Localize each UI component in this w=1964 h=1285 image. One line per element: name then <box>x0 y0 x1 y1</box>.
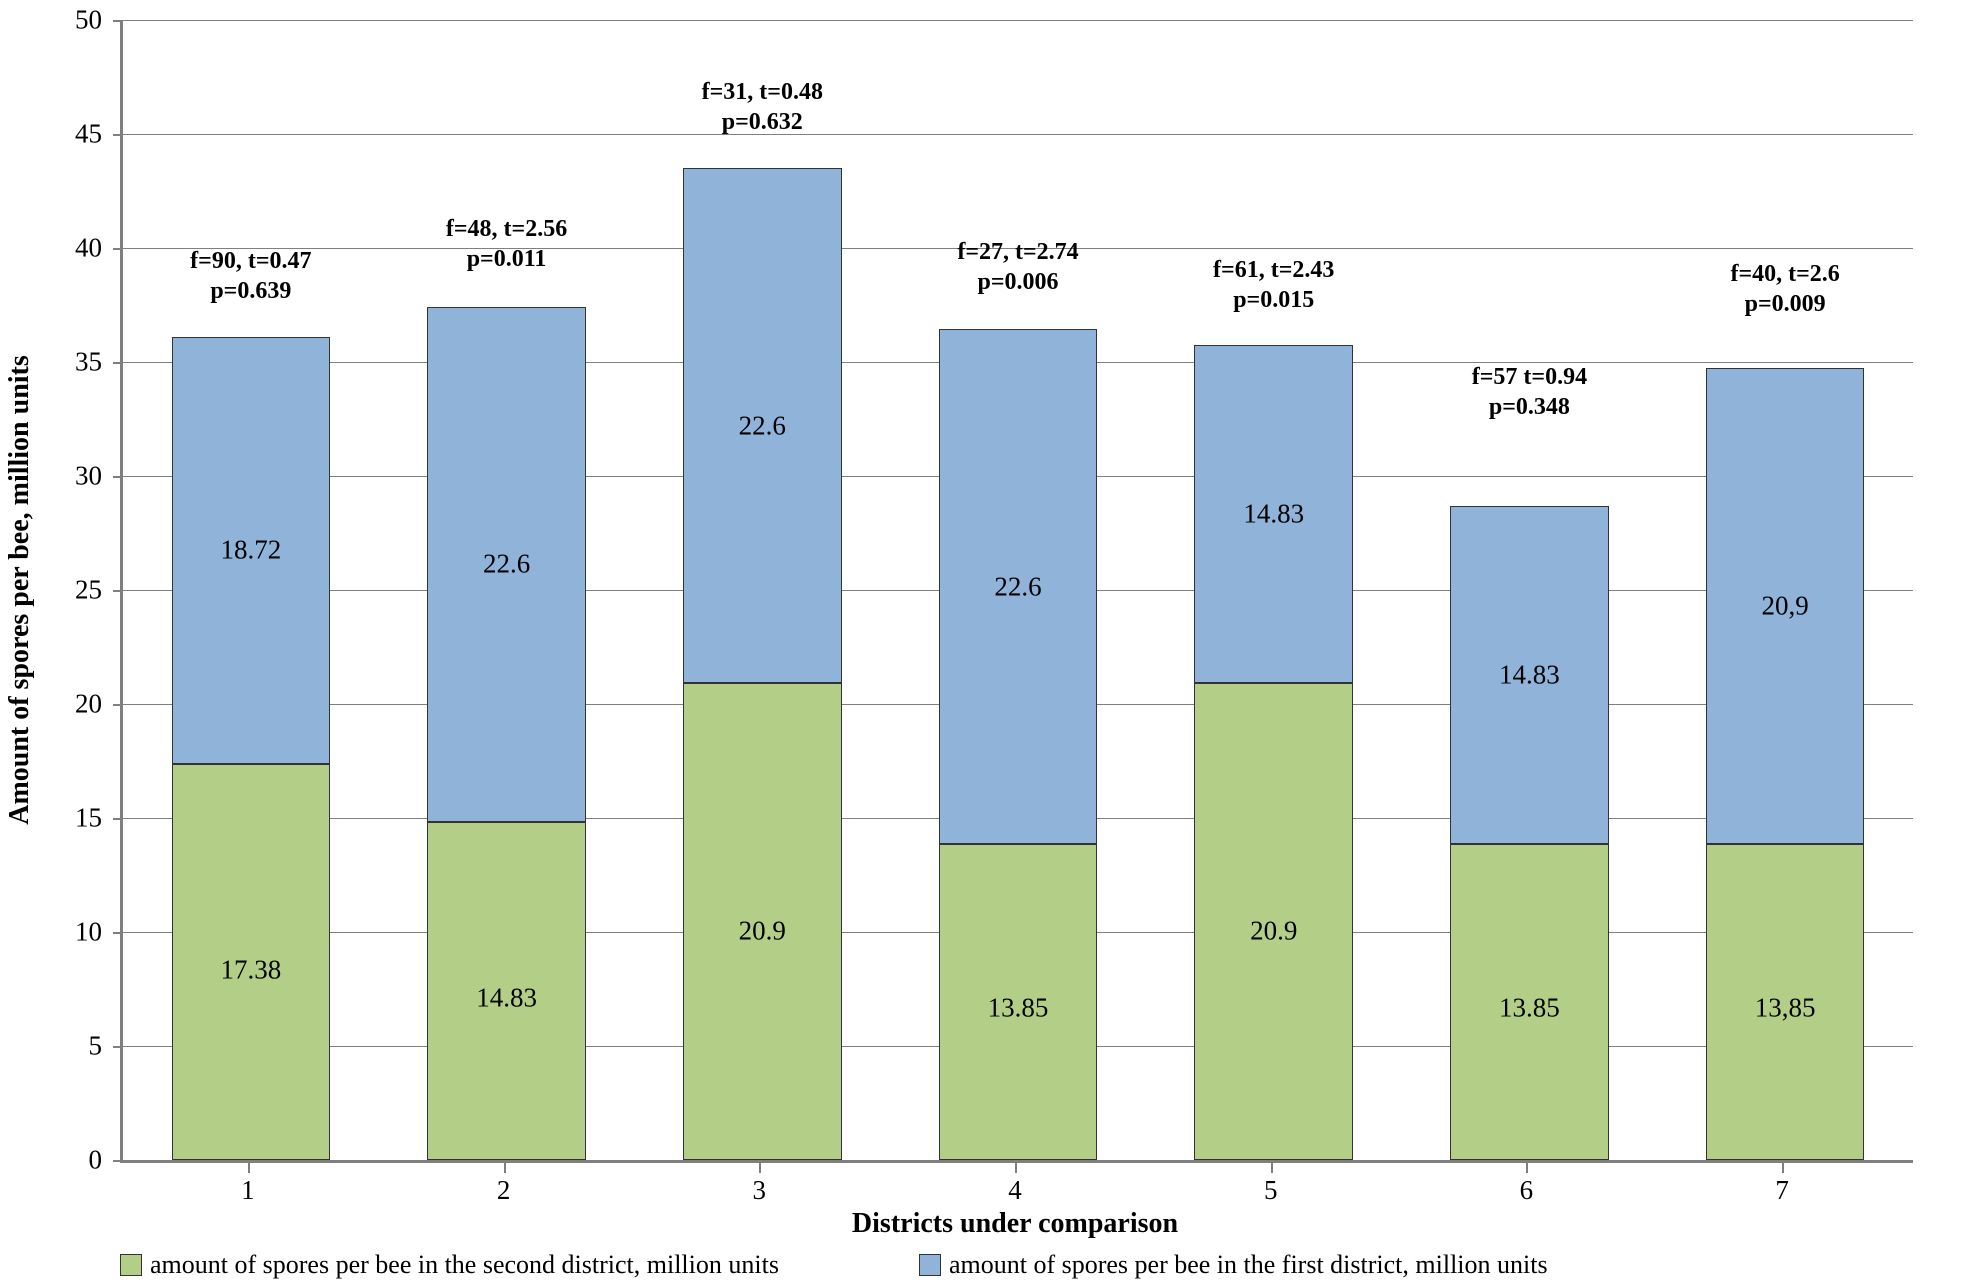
bar-segment-first-district <box>939 329 1098 844</box>
x-tick-label: 6 <box>1520 1175 1534 1206</box>
stat-line-1: f=48, t=2.56 <box>446 214 567 244</box>
stat-annotation: f=40, t=2.6p=0.009 <box>1730 259 1839 319</box>
y-tick-label: 25 <box>75 575 102 606</box>
legend-label: amount of spores per bee in the second d… <box>150 1250 779 1280</box>
bar-group <box>683 168 842 1160</box>
stat-line-2: p=0.639 <box>190 276 311 306</box>
bar-group <box>427 307 586 1160</box>
legend-item: amount of spores per bee in the second d… <box>120 1250 779 1280</box>
stat-line-1: f=57 t=0.94 <box>1472 362 1587 392</box>
bar-segment-first-district <box>172 337 331 764</box>
stat-line-1: f=40, t=2.6 <box>1730 259 1839 289</box>
y-tick-label: 10 <box>75 917 102 948</box>
bar-group <box>939 329 1098 1160</box>
x-tick-label: 2 <box>497 1175 511 1206</box>
bar-segment-first-district <box>1450 506 1609 844</box>
bars-layer: 17.3818.7214.8322.620.922.613.8522.620.9… <box>123 20 1913 1160</box>
stat-line-1: f=31, t=0.48 <box>702 77 823 107</box>
plot-area: 17.3818.7214.8322.620.922.613.8522.620.9… <box>120 20 1913 1163</box>
y-tick-label: 45 <box>75 119 102 150</box>
bar-group <box>1450 506 1609 1160</box>
bar-segment-first-district <box>1706 368 1865 845</box>
bar-group <box>1194 345 1353 1160</box>
legend-swatch <box>919 1254 941 1276</box>
y-tick-label: 15 <box>75 803 102 834</box>
x-tick-label: 7 <box>1775 1175 1789 1206</box>
legend-item: amount of spores per bee in the first di… <box>919 1250 1548 1280</box>
stat-annotation: f=57 t=0.94p=0.348 <box>1472 362 1587 422</box>
stat-line-2: p=0.632 <box>702 107 823 137</box>
x-tick-label: 5 <box>1264 1175 1278 1206</box>
stat-annotation: f=61, t=2.43p=0.015 <box>1213 255 1334 315</box>
bar-segment-second-district <box>939 844 1098 1160</box>
y-tick-label: 50 <box>75 5 102 36</box>
stat-line-2: p=0.348 <box>1472 392 1587 422</box>
x-tick-label: 3 <box>753 1175 767 1206</box>
stacked-bar-chart: Amount of spores per bee, million units … <box>0 0 1964 1285</box>
stat-line-2: p=0.006 <box>957 267 1078 297</box>
y-tick-label: 40 <box>75 233 102 264</box>
stat-annotation: f=90, t=0.47p=0.639 <box>190 246 311 306</box>
stat-annotation: f=31, t=0.48p=0.632 <box>702 77 823 137</box>
bar-segment-first-district <box>683 168 842 683</box>
y-tick-label: 35 <box>75 347 102 378</box>
legend: amount of spores per bee in the second d… <box>120 1250 1910 1280</box>
bar-segment-second-district <box>427 822 586 1160</box>
stat-annotation: f=27, t=2.74p=0.006 <box>957 237 1078 297</box>
bar-segment-second-district <box>1450 844 1609 1160</box>
bar-group <box>1706 368 1865 1160</box>
y-tick-label: 20 <box>75 689 102 720</box>
stat-line-1: f=61, t=2.43 <box>1213 255 1334 285</box>
stat-line-2: p=0.015 <box>1213 285 1334 315</box>
stat-line-1: f=27, t=2.74 <box>957 237 1078 267</box>
stat-line-2: p=0.011 <box>446 244 567 274</box>
stat-line-1: f=90, t=0.47 <box>190 246 311 276</box>
y-tick-label: 0 <box>89 1145 103 1176</box>
bar-group <box>172 337 331 1160</box>
x-tick-label: 4 <box>1008 1175 1022 1206</box>
bar-segment-second-district <box>683 683 842 1160</box>
y-axis-ticks: 05101520253035404550 <box>0 20 120 1160</box>
stat-annotation: f=48, t=2.56p=0.011 <box>446 214 567 274</box>
bar-segment-second-district <box>1194 683 1353 1160</box>
y-tick-label: 30 <box>75 461 102 492</box>
bar-segment-first-district <box>1194 345 1353 683</box>
legend-label: amount of spores per bee in the first di… <box>949 1250 1548 1280</box>
legend-swatch <box>120 1254 142 1276</box>
bar-segment-first-district <box>427 307 586 822</box>
bar-segment-second-district <box>1706 844 1865 1160</box>
x-axis-label: Districts under comparison <box>120 1208 1910 1240</box>
stat-line-2: p=0.009 <box>1730 289 1839 319</box>
bar-segment-second-district <box>172 764 331 1160</box>
y-tick-label: 5 <box>89 1031 103 1062</box>
x-tick-label: 1 <box>241 1175 255 1206</box>
